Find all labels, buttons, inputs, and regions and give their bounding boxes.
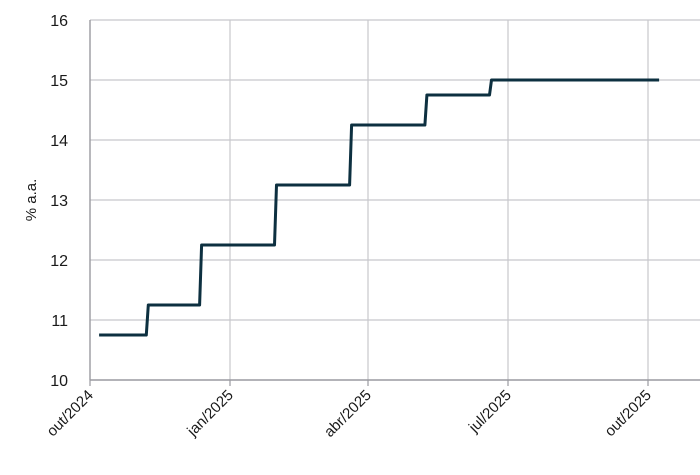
y-tick-label: 14 [50,133,68,150]
grid [90,19,700,380]
x-tick-label: jul/2025 [465,387,515,437]
y-tick-labels: 10 11 12 13 14 15 16 [50,13,68,390]
y-tick-label: 12 [50,253,68,270]
y-tick-label: 15 [50,73,68,90]
y-tick-label: 11 [51,313,68,330]
axes [89,20,700,386]
y-tick-label: 10 [50,373,68,390]
series [99,78,660,337]
x-tick-label: abr/2025 [321,387,375,441]
x-tick-label: jan/2025 [183,387,236,440]
selic-step-line [99,78,660,337]
y-tick-label: 13 [50,193,68,210]
y-tick-label: 16 [50,13,68,30]
y-axis-label: % a.a. [23,179,40,222]
x-tick-labels: out/2024 jan/2025 abr/2025 jul/2025 out/2025 [44,387,655,441]
x-tick-label: out/2024 [44,387,97,440]
x-tick-label: out/2025 [602,387,655,440]
